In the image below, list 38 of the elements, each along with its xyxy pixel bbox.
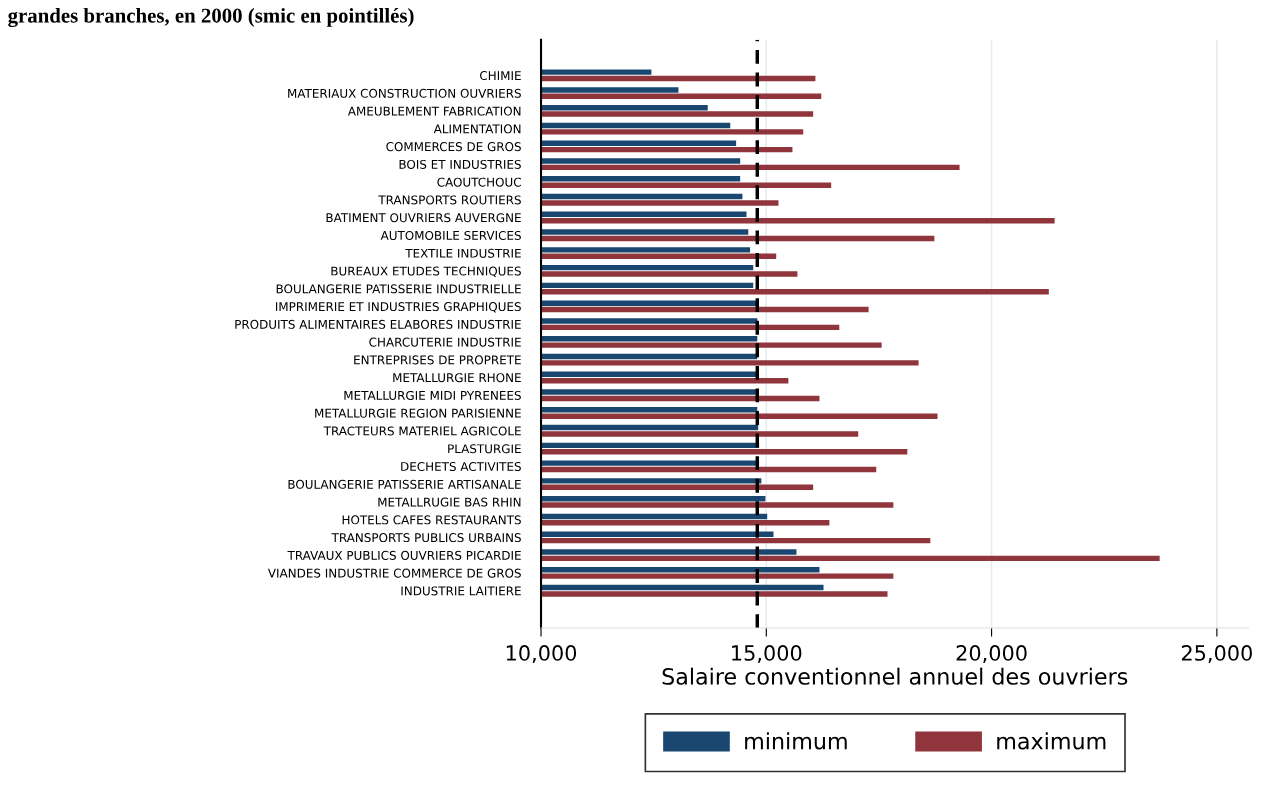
x-axis-title: Salaire conventionnel annuel des ouvriers bbox=[662, 667, 1128, 685]
y-tick-label: AMEUBLEMENT FABRICATION bbox=[347, 106, 521, 116]
y-tick-label: TRANSPORTS PUBLICS URBAINS bbox=[331, 533, 521, 543]
y-tick-label: IMPRIMERIE ET INDUSTRIES GRAPHIQUES bbox=[275, 302, 521, 313]
y-tick-label: CHIMIE bbox=[480, 71, 521, 81]
y-tick-label: VIANDES INDUSTRIE COMMERCE DE GROS bbox=[267, 568, 521, 578]
y-tick-label: HOTELS CAFES RESTAURANTS bbox=[342, 515, 521, 525]
x-tick-label: 20,000 bbox=[956, 645, 1027, 663]
y-tick-label: BUREAUX ETUDES TECHNIQUES bbox=[331, 266, 521, 277]
legend-label: minimum bbox=[745, 732, 847, 750]
text: grandes branches, en 2000 (smic en pointillés) bbox=[8, 7, 414, 28]
y-tick-label: DECHETS ACTIVITES bbox=[401, 461, 521, 472]
x-tick-label: 15,000 bbox=[732, 645, 802, 663]
y-tick-label: METALLURGIE MIDI PYRENEES bbox=[344, 390, 521, 400]
y-tick-label: METALLURGIE REGION PARISIENNE bbox=[315, 408, 521, 418]
y-tick-label: BOULANGERIE PATISSERIE ARTISANALE bbox=[288, 479, 521, 489]
y-tick-label: BATIMENT OUVRIERS AUVERGNE bbox=[326, 213, 521, 223]
x-tick-label: 10,000 bbox=[506, 645, 577, 663]
y-tick-label: CHARCUTERIE INDUSTRIE bbox=[369, 337, 521, 347]
x-tick-label: 25,000 bbox=[1181, 645, 1252, 663]
y-tick-label: ALIMENTATION bbox=[433, 124, 521, 134]
y-tick-label: PRODUITS ALIMENTAIRES ELABORES INDUSTRIE bbox=[235, 319, 521, 329]
y-tick-label: TRACTEURS MATERIEL AGRICOLE bbox=[323, 426, 521, 436]
y-tick-label: MATERIAUX CONSTRUCTION OUVRIERS bbox=[288, 88, 521, 98]
y-tick-label: PLASTURGIE bbox=[448, 444, 521, 454]
y-tick-label: INDUSTRIE LAITIERE bbox=[401, 586, 521, 596]
y-tick-label: METALLURGIE RHONE bbox=[393, 373, 521, 383]
y-tick-label: TRANSPORTS ROUTIERS bbox=[378, 195, 521, 205]
y-tick-label: TEXTILE INDUSTRIE bbox=[405, 248, 521, 258]
y-tick-label: CAOUTCHOUC bbox=[437, 177, 521, 187]
y-tick-label: METALLRUGIE BAS RHIN bbox=[378, 497, 521, 507]
y-tick-label: BOULANGERIE PATISSERIE INDUSTRIELLE bbox=[276, 284, 521, 294]
legend-label: maximum bbox=[997, 732, 1106, 750]
y-tick-label: TRAVAUX PUBLICS OUVRIERS PICARDIE bbox=[287, 550, 521, 560]
y-tick-label: COMMERCES DE GROS bbox=[386, 142, 521, 152]
y-tick-label: AUTOMOBILE SERVICES bbox=[380, 230, 521, 240]
y-tick-label: ENTREPRISES DE PROPRETE bbox=[354, 355, 521, 365]
y-tick-label: BOIS ET INDUSTRIES bbox=[399, 159, 521, 169]
